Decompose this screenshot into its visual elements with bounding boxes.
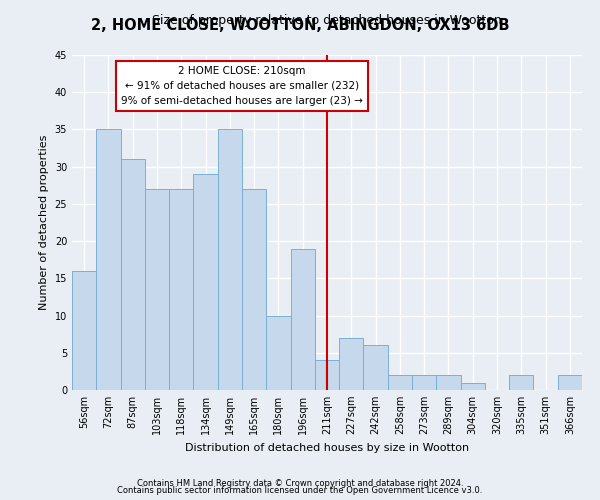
Bar: [96, 130, 121, 390]
Bar: [558, 375, 582, 390]
Bar: [72, 271, 96, 390]
Bar: [412, 375, 436, 390]
Bar: [388, 375, 412, 390]
Bar: [339, 338, 364, 390]
Text: Contains public sector information licensed under the Open Government Licence v3: Contains public sector information licen…: [118, 486, 482, 495]
Bar: [290, 248, 315, 390]
X-axis label: Distribution of detached houses by size in Wootton: Distribution of detached houses by size …: [185, 442, 469, 452]
Bar: [364, 346, 388, 390]
Bar: [121, 159, 145, 390]
Bar: [145, 189, 169, 390]
Text: Contains HM Land Registry data © Crown copyright and database right 2024.: Contains HM Land Registry data © Crown c…: [137, 478, 463, 488]
Bar: [218, 130, 242, 390]
Title: Size of property relative to detached houses in Wootton: Size of property relative to detached ho…: [152, 14, 502, 28]
Y-axis label: Number of detached properties: Number of detached properties: [39, 135, 49, 310]
Bar: [169, 189, 193, 390]
Bar: [509, 375, 533, 390]
Bar: [193, 174, 218, 390]
Bar: [266, 316, 290, 390]
Bar: [315, 360, 339, 390]
Text: 2 HOME CLOSE: 210sqm
← 91% of detached houses are smaller (232)
9% of semi-detac: 2 HOME CLOSE: 210sqm ← 91% of detached h…: [121, 66, 363, 106]
Bar: [461, 382, 485, 390]
Text: 2, HOME CLOSE, WOOTTON, ABINGDON, OX13 6DB: 2, HOME CLOSE, WOOTTON, ABINGDON, OX13 6…: [91, 18, 509, 32]
Bar: [436, 375, 461, 390]
Bar: [242, 189, 266, 390]
